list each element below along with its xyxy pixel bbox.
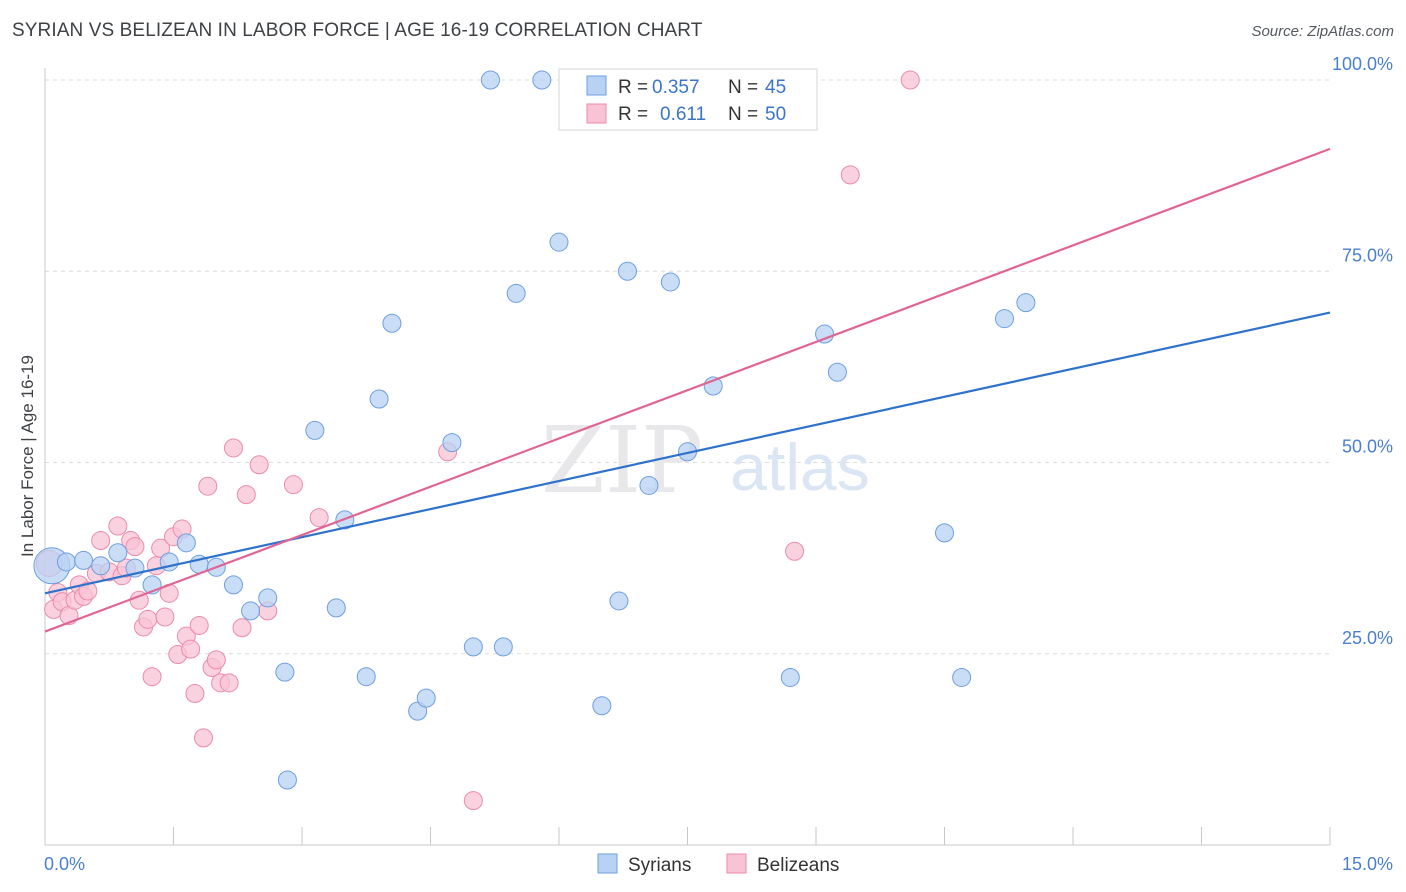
legend-n-label-syrians: N = bbox=[728, 77, 758, 98]
legend-n-label-belizeans: N = bbox=[728, 104, 758, 125]
series-legend: Syrians Belizeans bbox=[597, 853, 839, 876]
data-point-belizeans bbox=[181, 639, 201, 659]
trend-lines bbox=[44, 147, 1331, 633]
data-point-belizeans bbox=[223, 438, 243, 458]
data-point-belizeans bbox=[108, 516, 128, 536]
data-point-belizeans bbox=[91, 531, 111, 551]
x-tick-label-min: 0.0% bbox=[44, 854, 85, 874]
data-point-syrians bbox=[275, 662, 295, 682]
data-point-belizeans bbox=[206, 650, 226, 670]
watermark-atlas: atlas bbox=[730, 430, 869, 504]
data-point-syrians bbox=[994, 309, 1014, 329]
legend-r-value-belizeans: 0.611 bbox=[660, 104, 706, 125]
x-tick-label-max: 15.0% bbox=[1342, 854, 1393, 874]
series-syrians-points bbox=[33, 70, 1036, 790]
data-point-belizeans bbox=[189, 615, 209, 635]
data-point-syrians bbox=[223, 575, 243, 595]
watermark: ZIP atlas bbox=[541, 407, 870, 514]
watermark-zip: ZIP bbox=[541, 407, 703, 514]
data-point-belizeans bbox=[138, 609, 158, 629]
data-point-syrians bbox=[108, 543, 128, 563]
data-point-syrians bbox=[442, 433, 462, 453]
y-tick-label-50: 50.0% bbox=[1342, 437, 1393, 457]
data-point-belizeans bbox=[155, 607, 175, 627]
data-point-syrians bbox=[326, 598, 346, 618]
axes-layer bbox=[44, 68, 1331, 846]
data-point-syrians bbox=[780, 667, 800, 687]
trend-line-syrians bbox=[44, 311, 1331, 595]
source-label: Source: ZipAtlas.com bbox=[1251, 23, 1394, 40]
trend-line-belizeans bbox=[44, 147, 1331, 633]
legend-r-label-syrians: R = bbox=[618, 77, 648, 98]
y-tick-label-25: 25.0% bbox=[1342, 628, 1393, 648]
data-point-syrians bbox=[952, 667, 972, 687]
data-point-belizeans bbox=[900, 70, 920, 90]
data-point-belizeans bbox=[232, 618, 252, 638]
data-point-syrians bbox=[56, 552, 76, 572]
bottom-legend-swatch-belizeans bbox=[726, 853, 747, 874]
bottom-legend-label-belizeans: Belizeans bbox=[757, 855, 839, 876]
data-point-belizeans bbox=[78, 581, 98, 601]
y-tick-labels: 25.0% 50.0% 75.0% 100.0% bbox=[1332, 54, 1393, 648]
data-point-belizeans bbox=[193, 728, 213, 748]
data-point-syrians bbox=[277, 770, 297, 790]
data-point-belizeans bbox=[309, 508, 329, 528]
data-point-syrians bbox=[176, 533, 196, 553]
data-point-syrians bbox=[609, 591, 629, 611]
legend-swatch-belizeans bbox=[586, 103, 607, 124]
legend-n-value-belizeans: 50 bbox=[765, 104, 786, 125]
data-point-belizeans bbox=[283, 475, 303, 495]
y-tick-label-75: 75.0% bbox=[1342, 245, 1393, 265]
bottom-legend-label-syrians: Syrians bbox=[628, 855, 691, 876]
data-point-syrians bbox=[506, 283, 526, 303]
data-point-syrians bbox=[91, 556, 111, 576]
legend-r-label-belizeans: R = bbox=[618, 104, 648, 125]
legend-n-value-syrians: 45 bbox=[765, 77, 786, 98]
data-point-syrians bbox=[416, 688, 436, 708]
data-point-belizeans bbox=[840, 165, 860, 185]
data-point-belizeans bbox=[151, 538, 171, 558]
data-point-belizeans bbox=[219, 673, 239, 693]
data-point-syrians bbox=[74, 550, 94, 570]
data-point-syrians bbox=[480, 70, 500, 90]
data-point-syrians bbox=[935, 523, 954, 543]
data-point-syrians bbox=[382, 313, 402, 333]
data-point-syrians bbox=[305, 420, 325, 440]
chart-title: SYRIAN VS BELIZEAN IN LABOR FORCE | AGE … bbox=[12, 20, 703, 41]
data-point-syrians bbox=[592, 696, 612, 716]
data-point-syrians bbox=[532, 70, 552, 90]
data-point-syrians bbox=[815, 324, 835, 344]
data-point-belizeans bbox=[142, 667, 162, 687]
data-point-syrians bbox=[241, 601, 261, 621]
grid-layer bbox=[45, 79, 1330, 655]
data-point-syrians bbox=[827, 362, 847, 382]
data-point-syrians bbox=[549, 232, 569, 252]
data-point-belizeans bbox=[785, 541, 805, 561]
data-point-belizeans bbox=[125, 537, 145, 557]
data-point-syrians bbox=[493, 637, 513, 657]
data-point-syrians bbox=[618, 261, 638, 281]
data-point-syrians bbox=[356, 667, 376, 687]
data-point-syrians bbox=[463, 637, 483, 657]
data-point-belizeans bbox=[249, 455, 269, 475]
data-point-belizeans bbox=[185, 684, 205, 704]
legend-r-value-syrians: 0.357 bbox=[652, 77, 700, 98]
stats-legend: R = 0.357 N = 45 R = 0.611 N = 50 bbox=[558, 68, 818, 131]
data-point-belizeans bbox=[236, 485, 256, 505]
data-point-belizeans bbox=[463, 791, 483, 811]
data-point-syrians bbox=[258, 588, 278, 608]
data-point-belizeans bbox=[198, 476, 218, 496]
legend-swatch-syrians bbox=[586, 75, 607, 96]
data-point-syrians bbox=[369, 389, 389, 409]
data-point-syrians bbox=[660, 272, 680, 292]
data-point-syrians bbox=[1016, 293, 1036, 313]
y-tick-label-100: 100.0% bbox=[1332, 54, 1393, 74]
data-point-syrians bbox=[639, 475, 659, 495]
bottom-legend-swatch-syrians bbox=[597, 853, 618, 874]
